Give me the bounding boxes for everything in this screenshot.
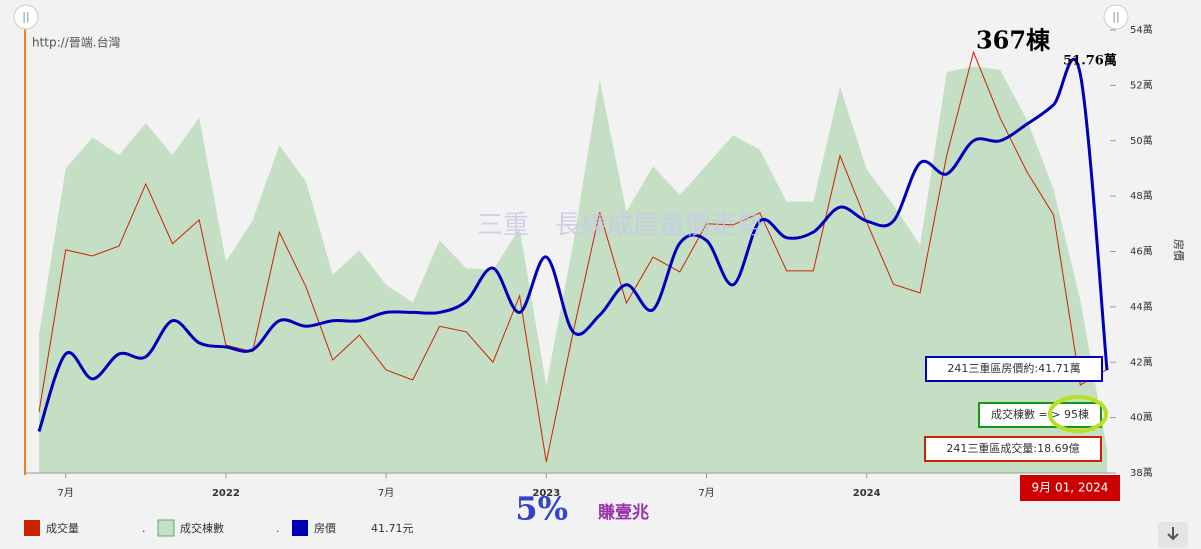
scroll-icon: ||: [1112, 10, 1119, 23]
logo-text: 賺壹兆: [598, 502, 649, 523]
x-tick-label: 7月: [58, 487, 74, 499]
y-tick-label: 54萬: [1130, 23, 1153, 36]
x-tick-label: 7月: [378, 487, 394, 499]
x-tick-label: 2024: [853, 488, 881, 499]
legend-extra: .: [276, 522, 280, 535]
y-tick-label: 48萬: [1130, 189, 1153, 202]
y-tick-label: 38萬: [1130, 466, 1153, 479]
tooltip-box: [924, 436, 1102, 462]
area: [39, 66, 1107, 474]
y-tick-label: 46萬: [1130, 245, 1153, 258]
legend: 成交量 成交棟數 房價.. 41.71元: [24, 519, 414, 537]
legend-extra: .: [142, 522, 146, 535]
tooltip-box: [925, 356, 1103, 382]
source-url: http://晉端.台灣: [32, 35, 121, 50]
y-axis-label: 房價: [1172, 239, 1186, 261]
legend-swatch: [24, 520, 40, 536]
highlight-circle: [1048, 395, 1108, 433]
logo: 5%: [515, 490, 568, 528]
download-icon: [1167, 527, 1179, 541]
tooltip: 成交棟數 = > 95棟: [991, 407, 1089, 421]
y-tick-label: 52萬: [1130, 78, 1153, 91]
legend-extra: 41.71元: [371, 522, 414, 535]
legend-swatch: [157, 519, 175, 537]
date-label: 9月 01, 2024: [1032, 481, 1109, 495]
x-tick-label: 7月: [698, 487, 714, 499]
y-tick-label: 42萬: [1130, 355, 1153, 368]
tooltip: 241三重區房價約:41.71萬: [947, 361, 1080, 375]
plot: [37, 50, 1109, 474]
scroll-right-button[interactable]: [1103, 4, 1129, 30]
date-box: [1020, 475, 1120, 501]
scroll-left-button[interactable]: [13, 4, 39, 30]
y-tick-label: 40萬: [1130, 411, 1153, 424]
annotation: 51.76萬: [1063, 53, 1117, 69]
scroll-icon: ||: [22, 10, 29, 23]
watermark: 三重 長線成屋量價走勢: [477, 211, 763, 241]
annotation: 367棟: [976, 26, 1051, 55]
legend-label: 成交量: [46, 521, 79, 535]
line: [37, 57, 1109, 432]
x-tick-label: 2023: [532, 488, 560, 499]
tooltip: 241三重區成交量:18.69億: [946, 441, 1079, 455]
legend-label: 房價: [314, 521, 336, 535]
legend-swatch: [292, 520, 308, 536]
y-tick-label: 50萬: [1130, 134, 1153, 147]
tooltip-box: [978, 402, 1102, 428]
x-tick-label: 2022: [212, 488, 240, 499]
legend-label: 成交棟數: [180, 521, 224, 535]
y-tick-label: 44萬: [1130, 300, 1153, 313]
